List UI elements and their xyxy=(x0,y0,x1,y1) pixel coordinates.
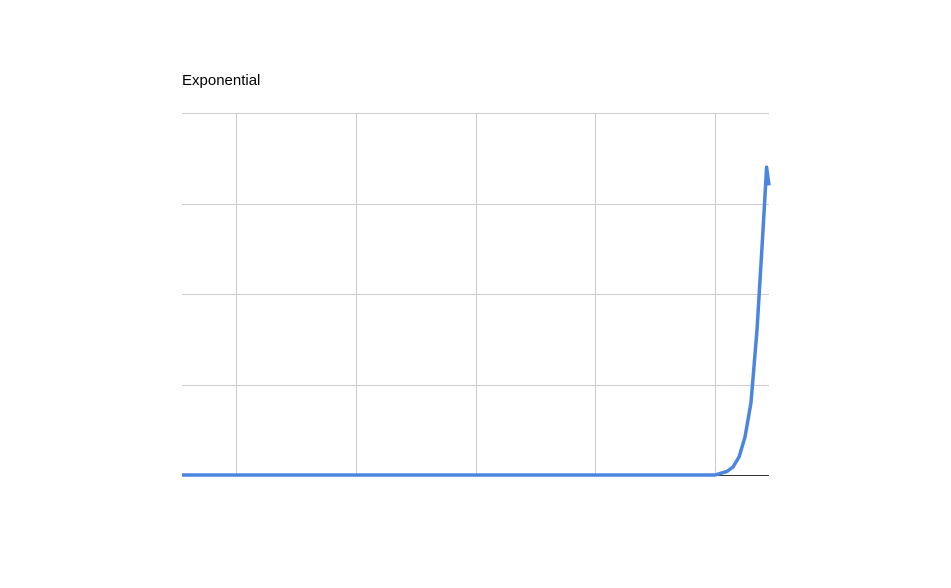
chart-title: Exponential xyxy=(182,72,261,89)
series-layer xyxy=(182,165,771,477)
series-line xyxy=(182,165,771,477)
gridlines xyxy=(182,113,769,476)
